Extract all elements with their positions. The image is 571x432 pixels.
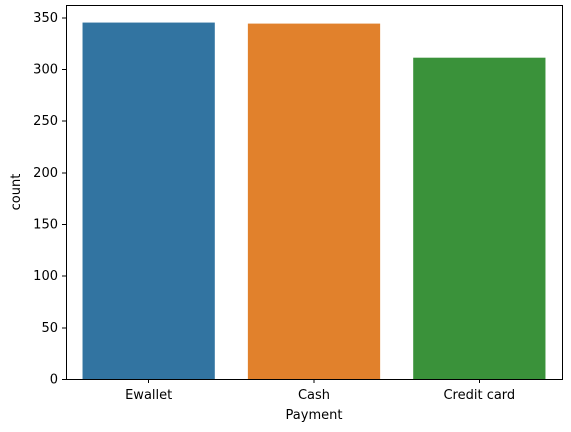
y-tick-label: 200: [33, 166, 58, 181]
y-tick-label: 300: [33, 63, 58, 78]
y-axis-label: count: [9, 174, 24, 211]
y-axis-ticks: 0 50 100 150 200 250 300 350: [33, 11, 66, 388]
x-axis-label: Payment: [286, 408, 343, 423]
plot-frame: [66, 5, 563, 380]
y-tick-label: 50: [41, 321, 58, 336]
y-tick-label: 100: [33, 269, 58, 284]
y-tick-label: 150: [33, 218, 58, 233]
bar-credit-card: [413, 57, 546, 379]
y-tick-label: 0: [50, 373, 58, 388]
x-tick-label: Credit card: [443, 388, 515, 403]
y-tick-label: 250: [33, 114, 58, 129]
bar-cash: [247, 23, 381, 380]
x-axis-ticks: Ewallet Cash Credit card: [125, 379, 515, 403]
y-tick-label: 350: [33, 11, 58, 26]
bars-layer: [82, 22, 546, 380]
x-tick-label: Ewallet: [125, 388, 172, 403]
bar-ewallet: [82, 22, 215, 379]
x-tick-label: Cash: [298, 388, 330, 403]
